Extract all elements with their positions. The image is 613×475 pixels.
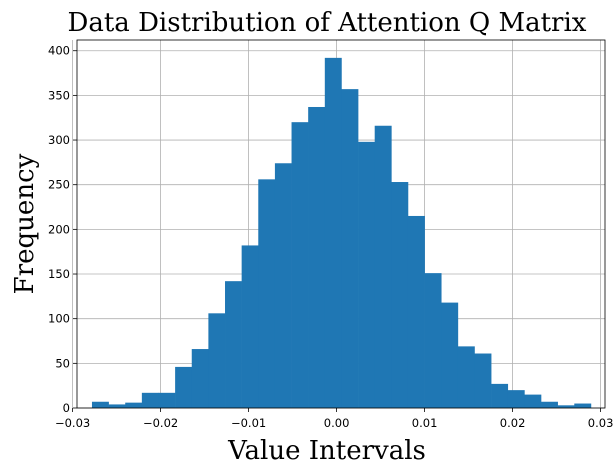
x-tick-label: 0.02 [500, 416, 526, 430]
histogram-bars [91, 57, 592, 409]
histogram-bar [358, 141, 376, 408]
x-tick-label: −0.02 [143, 416, 178, 430]
y-tick-label: 350 [48, 88, 70, 102]
histogram-bar [424, 273, 442, 408]
histogram-bar [208, 313, 226, 408]
histogram-bar [191, 349, 209, 408]
axis-ticks: −0.03 −0.02 −0.01 0.00 0.01 0.02 0.03 0 50 100 150… [48, 44, 613, 430]
y-tick-label: 100 [48, 312, 70, 326]
x-tick-label: 0.00 [324, 416, 350, 430]
histogram-bar [391, 182, 409, 408]
x-tick-label: −0.01 [231, 416, 266, 430]
y-tick-label: 400 [48, 44, 70, 58]
histogram-bar [308, 106, 326, 408]
histogram-bar [274, 163, 292, 408]
histogram-bar [175, 366, 193, 408]
histogram-bar [141, 392, 159, 408]
x-tick-label: 0.01 [412, 416, 438, 430]
histogram-bar [324, 57, 342, 409]
histogram-bar [507, 390, 525, 408]
histogram-bar [574, 403, 592, 408]
y-axis-label: Frequency [10, 153, 40, 294]
histogram-bar [91, 401, 109, 408]
x-tick-label: 0.03 [588, 416, 613, 430]
y-tick-label: 200 [48, 222, 70, 236]
histogram-bar [374, 125, 392, 409]
histogram-bar [225, 281, 242, 408]
histogram-bar [108, 404, 126, 408]
histogram-bar [474, 353, 492, 408]
histogram-bar [241, 245, 259, 408]
y-tick-label: 50 [55, 356, 70, 370]
histogram-bar [125, 402, 143, 408]
histogram-bar [158, 392, 176, 408]
y-tick-label: 0 [63, 401, 70, 415]
histogram-bar [441, 302, 459, 408]
axes-frame [76, 39, 606, 409]
histogram-bar [524, 394, 542, 408]
chart-title: Data Distribution of Attention Q Matrix [68, 8, 587, 38]
x-tick-label: −0.03 [55, 416, 90, 430]
histogram-bar [457, 346, 475, 408]
y-tick-label: 300 [48, 133, 70, 147]
x-axis-label: Value Intervals [227, 436, 426, 466]
histogram-bar [557, 405, 575, 408]
histogram-bar [491, 383, 509, 408]
y-tick-label: 150 [48, 267, 70, 281]
histogram-bar [341, 89, 359, 408]
histogram-bar [258, 179, 276, 408]
histogram-bar [541, 401, 558, 408]
histogram-bar [291, 122, 309, 409]
histogram-bar [407, 215, 425, 408]
y-tick-label: 250 [48, 178, 70, 192]
